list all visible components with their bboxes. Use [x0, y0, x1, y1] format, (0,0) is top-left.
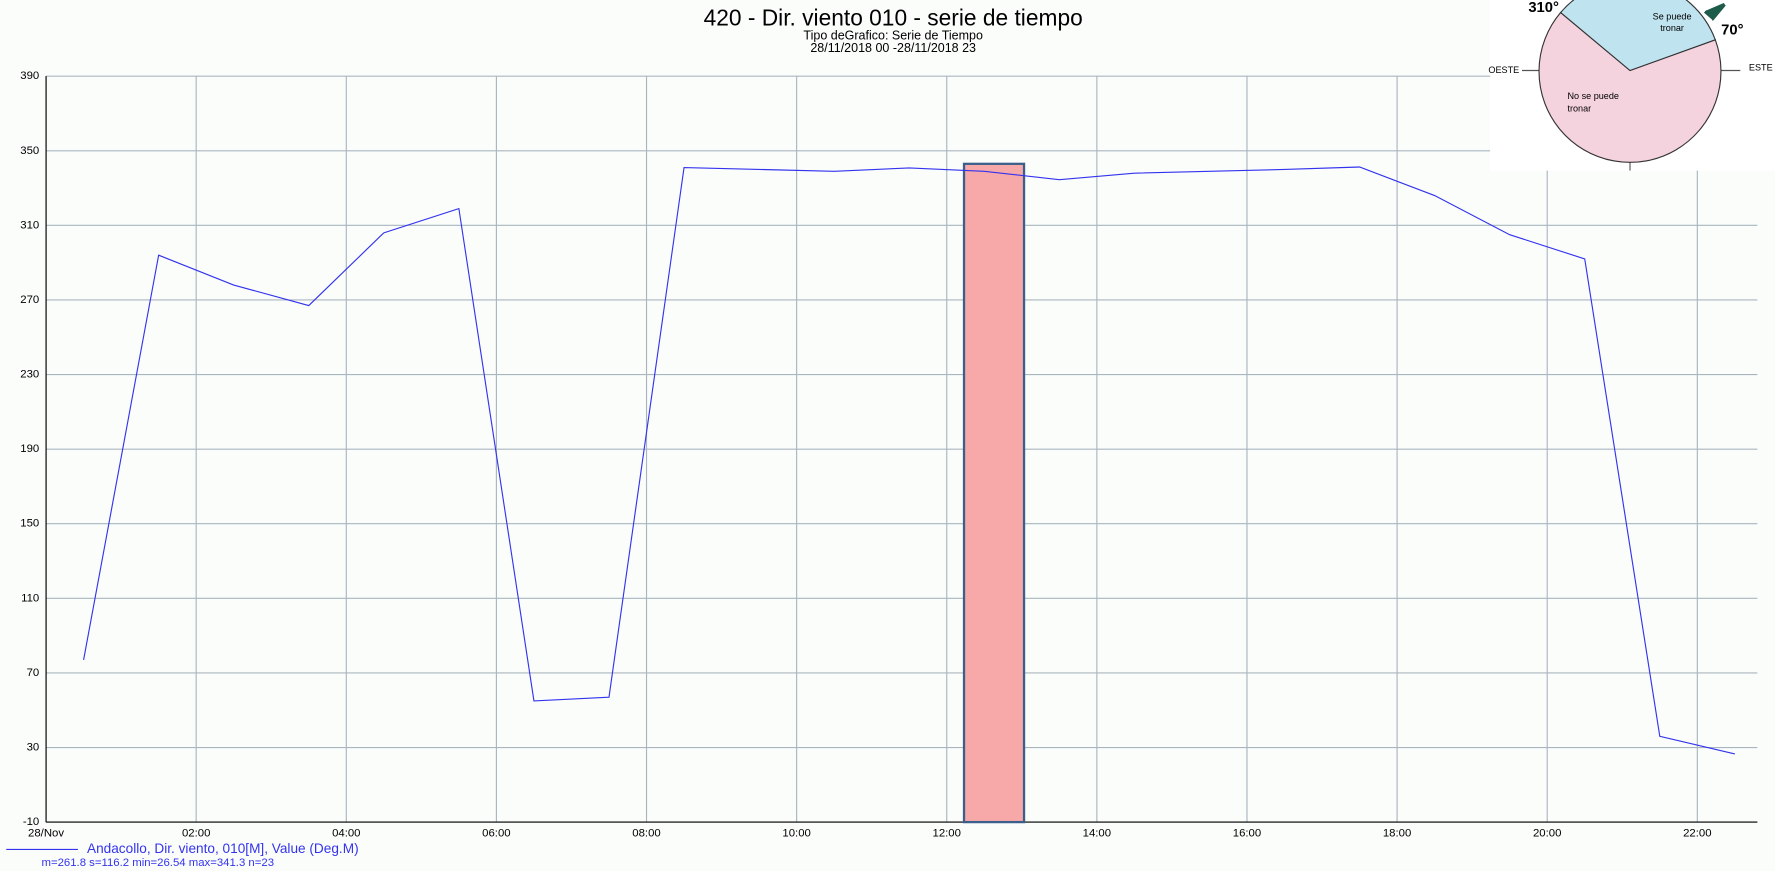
y-tick-label: 30 [27, 742, 40, 754]
x-tick-label: 04:00 [332, 827, 360, 839]
x-tick-label: 18:00 [1383, 827, 1411, 839]
x-tick-label: 20:00 [1533, 827, 1561, 839]
y-tick-label: 270 [20, 294, 39, 306]
inset-label: tronar [1660, 23, 1684, 33]
compass-inset: 310° 70° OESTE ESTE Se puede tronar No s… [1488, 0, 1775, 171]
legend-label: Andacollo, Dir. viento, 010[M], Value (D… [87, 841, 359, 856]
legend-stats: m=261.8 s=116.2 min=26.54 max=341.3 n=23 [42, 857, 275, 869]
plot-area: -10 30 70 110 150 190 230 270 310 350 390 28/Nov 02:… [20, 70, 1758, 839]
y-tick-label: 230 [20, 369, 39, 381]
chart-subtitle: Tipo deGrafico: Serie de Tiempo [803, 29, 983, 43]
x-tick-label: 10:00 [782, 827, 810, 839]
inset-label: Se puede [1653, 11, 1692, 21]
y-tick-label: 150 [20, 518, 39, 530]
x-tick-label: 08:00 [632, 827, 660, 839]
highlight-band [962, 162, 1026, 824]
x-tick-label: 06:00 [482, 827, 510, 839]
y-tick-label: -10 [23, 816, 39, 828]
y-tick-label: 190 [20, 443, 39, 455]
y-tick-label: 390 [20, 70, 39, 82]
yes-sector [1559, 0, 1717, 72]
x-tick-label: 02:00 [182, 827, 210, 839]
x-tick-label: 14:00 [1083, 827, 1111, 839]
inset-label: tronar [1567, 104, 1591, 114]
chart-subtitle: 28/11/2018 00 -28/11/2018 23 [810, 41, 976, 55]
wind-arrow [1703, 2, 1726, 22]
y-tick-label: 70 [27, 667, 40, 679]
inset-label: 310° [1528, 0, 1559, 16]
x-tick-label: 16:00 [1233, 827, 1261, 839]
inset-label: No se puede [1567, 91, 1618, 101]
data-line [83, 166, 1735, 755]
y-tick-label: 310 [20, 219, 39, 231]
y-tick-label: 350 [20, 145, 39, 157]
inset-label: ESTE [1749, 63, 1773, 73]
y-tick-label: 110 [21, 592, 39, 604]
x-tick-label: 22:00 [1683, 827, 1711, 839]
inset-label: OESTE [1488, 65, 1519, 75]
chart-title: 420 - Dir. viento 010 - serie de tiempo [704, 4, 1083, 30]
inset-label: 70° [1721, 23, 1743, 39]
x-tick-label: 28/Nov [28, 827, 64, 839]
x-tick-label: 12:00 [933, 827, 961, 839]
no-sector [1538, 11, 1722, 163]
